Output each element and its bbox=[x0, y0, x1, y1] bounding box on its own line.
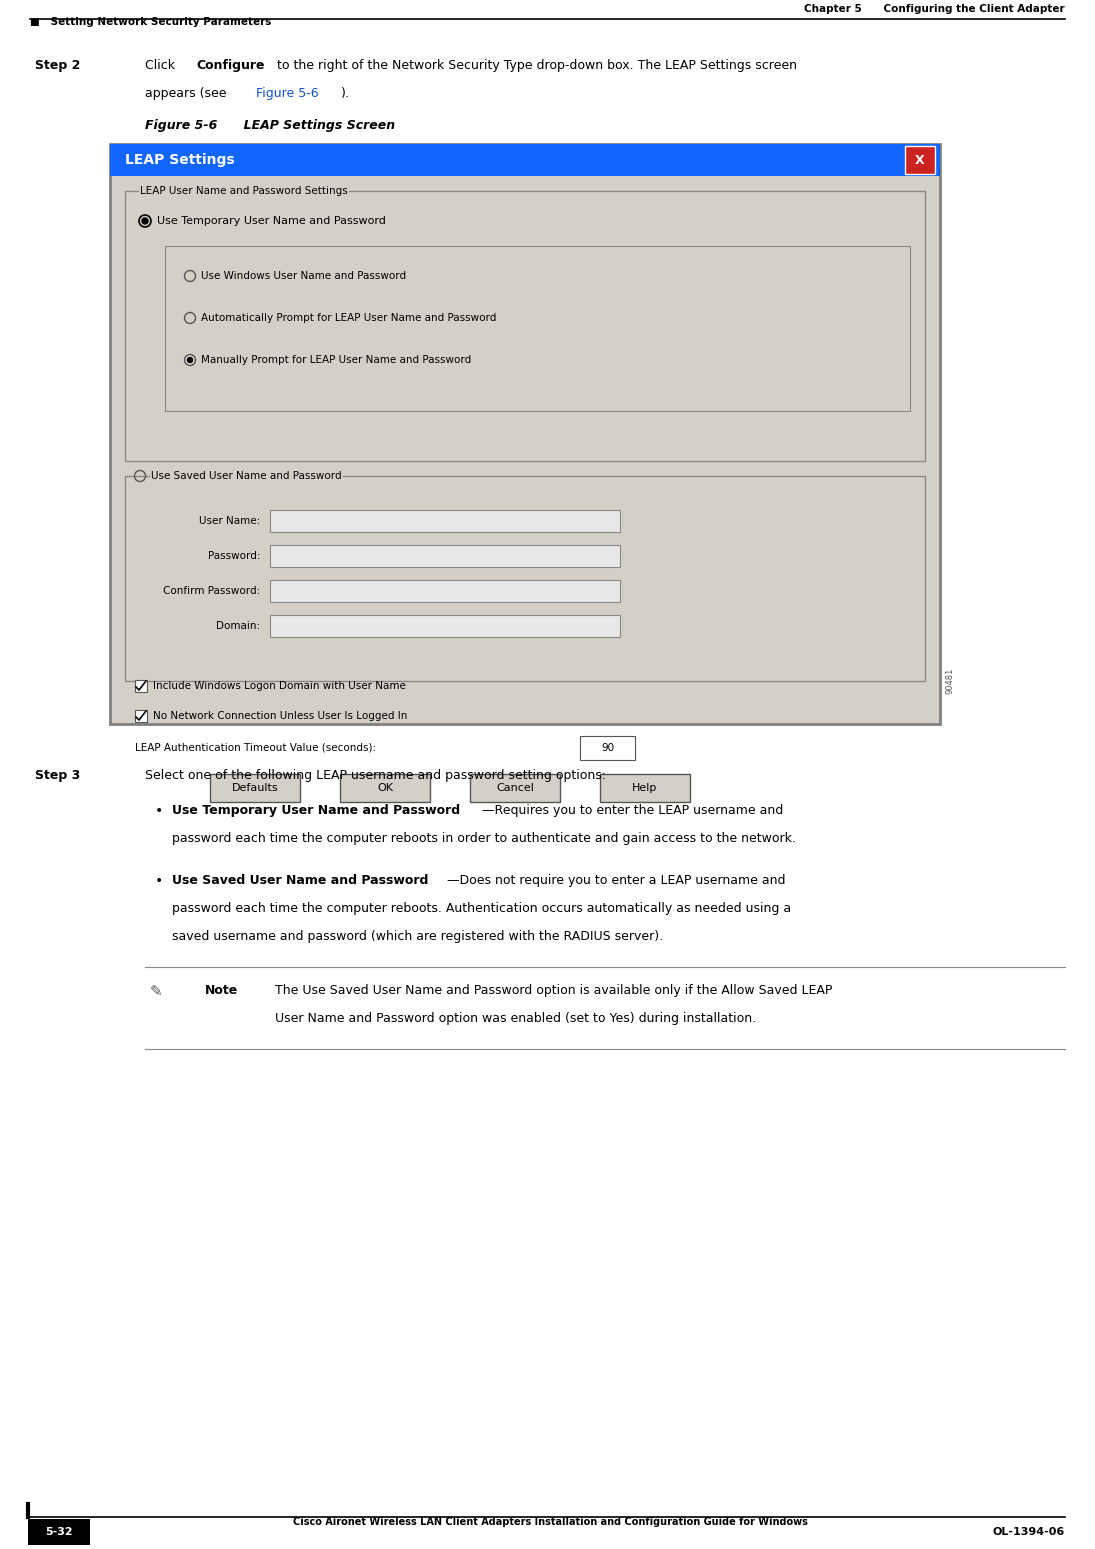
FancyBboxPatch shape bbox=[270, 615, 620, 637]
Text: Include Windows Logon Domain with User Name: Include Windows Logon Domain with User N… bbox=[153, 682, 406, 691]
Text: Automatically Prompt for LEAP User Name and Password: Automatically Prompt for LEAP User Name … bbox=[201, 313, 496, 324]
FancyBboxPatch shape bbox=[125, 191, 925, 462]
FancyBboxPatch shape bbox=[270, 545, 620, 567]
Text: LEAP Settings: LEAP Settings bbox=[125, 153, 234, 167]
FancyBboxPatch shape bbox=[165, 246, 910, 410]
Text: password each time the computer reboots. Authentication occurs automatically as : password each time the computer reboots.… bbox=[172, 902, 791, 915]
Text: User Name:: User Name: bbox=[199, 516, 260, 527]
Text: Figure 5-6      LEAP Settings Screen: Figure 5-6 LEAP Settings Screen bbox=[145, 119, 395, 132]
Circle shape bbox=[187, 358, 193, 362]
Text: LEAP Authentication Timeout Value (seconds):: LEAP Authentication Timeout Value (secon… bbox=[135, 744, 376, 753]
Text: OL-1394-06: OL-1394-06 bbox=[993, 1527, 1065, 1537]
Text: Password:: Password: bbox=[207, 551, 260, 561]
Text: 90: 90 bbox=[601, 744, 614, 753]
Text: password each time the computer reboots in order to authenticate and gain access: password each time the computer reboots … bbox=[172, 832, 796, 846]
FancyBboxPatch shape bbox=[270, 579, 620, 603]
FancyBboxPatch shape bbox=[135, 680, 147, 692]
Text: Cancel: Cancel bbox=[496, 782, 534, 793]
Text: Click: Click bbox=[145, 59, 178, 71]
Text: saved username and password (which are registered with the RADIUS server).: saved username and password (which are r… bbox=[172, 929, 664, 943]
Text: 5-32: 5-32 bbox=[45, 1527, 72, 1537]
Text: X: X bbox=[915, 153, 925, 166]
Text: Figure 5-6: Figure 5-6 bbox=[255, 87, 319, 101]
Text: Step 3: Step 3 bbox=[35, 768, 80, 782]
Text: 90481: 90481 bbox=[945, 668, 954, 694]
Text: Use Saved User Name and Password: Use Saved User Name and Password bbox=[172, 874, 428, 888]
Text: Note: Note bbox=[205, 984, 239, 998]
Text: User Name and Password option was enabled (set to Yes) during installation.: User Name and Password option was enable… bbox=[275, 1011, 757, 1025]
Text: to the right of the Network Security Type drop-down box. The LEAP Settings scree: to the right of the Network Security Typ… bbox=[273, 59, 796, 71]
Text: Domain:: Domain: bbox=[216, 621, 260, 630]
Text: Chapter 5      Configuring the Client Adapter: Chapter 5 Configuring the Client Adapter bbox=[805, 5, 1065, 14]
FancyBboxPatch shape bbox=[110, 144, 940, 723]
FancyBboxPatch shape bbox=[210, 774, 300, 802]
FancyBboxPatch shape bbox=[135, 709, 147, 722]
Text: Manually Prompt for LEAP User Name and Password: Manually Prompt for LEAP User Name and P… bbox=[201, 355, 471, 366]
FancyBboxPatch shape bbox=[600, 774, 690, 802]
Text: Use Saved User Name and Password: Use Saved User Name and Password bbox=[151, 471, 342, 482]
Text: —Requires you to enter the LEAP username and: —Requires you to enter the LEAP username… bbox=[482, 804, 783, 816]
Text: ✎: ✎ bbox=[150, 984, 163, 999]
FancyBboxPatch shape bbox=[580, 736, 635, 761]
Text: OK: OK bbox=[377, 782, 393, 793]
Circle shape bbox=[142, 218, 148, 225]
FancyBboxPatch shape bbox=[904, 146, 935, 173]
Text: Cisco Aironet Wireless LAN Client Adapters Installation and Configuration Guide : Cisco Aironet Wireless LAN Client Adapte… bbox=[292, 1516, 807, 1527]
Text: Confirm Password:: Confirm Password: bbox=[163, 586, 260, 596]
FancyBboxPatch shape bbox=[270, 510, 620, 531]
FancyBboxPatch shape bbox=[470, 774, 560, 802]
Text: Configure: Configure bbox=[196, 59, 265, 71]
FancyBboxPatch shape bbox=[125, 476, 925, 682]
Text: ■   Setting Network Security Parameters: ■ Setting Network Security Parameters bbox=[30, 17, 272, 26]
Text: The Use Saved User Name and Password option is available only if the Allow Saved: The Use Saved User Name and Password opt… bbox=[275, 984, 832, 998]
Text: •: • bbox=[155, 874, 163, 888]
Text: Use Temporary User Name and Password: Use Temporary User Name and Password bbox=[157, 215, 385, 226]
FancyBboxPatch shape bbox=[110, 144, 940, 177]
Text: Defaults: Defaults bbox=[232, 782, 278, 793]
FancyBboxPatch shape bbox=[28, 1520, 90, 1544]
FancyBboxPatch shape bbox=[341, 774, 430, 802]
Text: Step 2: Step 2 bbox=[35, 59, 80, 71]
Text: Help: Help bbox=[632, 782, 658, 793]
Text: ).: ). bbox=[341, 87, 349, 101]
Text: —Does not require you to enter a LEAP username and: —Does not require you to enter a LEAP us… bbox=[447, 874, 786, 888]
Text: •: • bbox=[155, 804, 163, 818]
Text: appears (see: appears (see bbox=[145, 87, 231, 101]
Text: Select one of the following LEAP username and password setting options:: Select one of the following LEAP usernam… bbox=[145, 768, 606, 782]
Text: No Network Connection Unless User Is Logged In: No Network Connection Unless User Is Log… bbox=[153, 711, 407, 720]
Text: Use Windows User Name and Password: Use Windows User Name and Password bbox=[201, 271, 406, 280]
Text: Use Temporary User Name and Password: Use Temporary User Name and Password bbox=[172, 804, 460, 816]
Text: LEAP User Name and Password Settings: LEAP User Name and Password Settings bbox=[140, 186, 348, 197]
